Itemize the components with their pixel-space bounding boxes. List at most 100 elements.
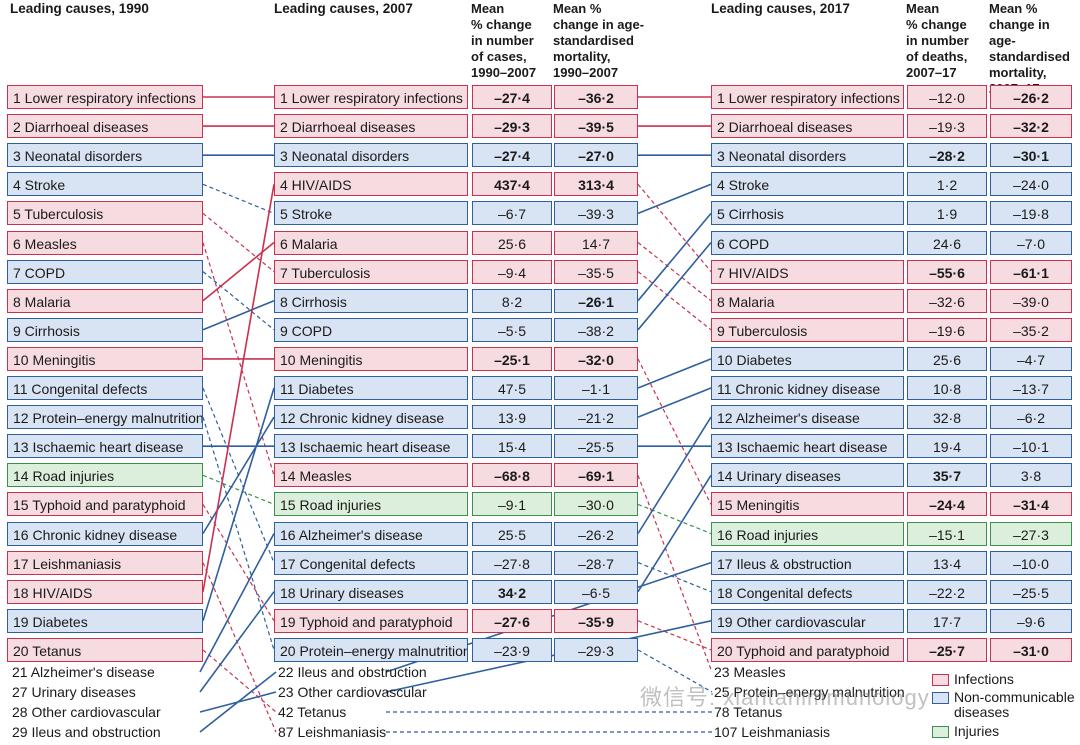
cases-change-value: 437·4 [472,172,552,197]
mortality-change-value: –35·5 [554,259,638,284]
deaths-change-value: 13·4 [907,550,987,575]
rank-connector-line [637,183,712,272]
cause-2017-row: 16 Road injuries [711,521,904,546]
deaths-change-value: 19·4 [907,434,987,459]
cause-2017-row: 2 Diarrhoeal diseases [711,114,904,139]
cause-1990-row: 14 Road injuries [7,463,203,488]
cases-change-value: –9·4 [472,259,552,284]
cases-change-value: 25·5 [472,521,552,546]
cause-1990-row: 3 Neonatal disorders [7,143,203,168]
header-mortality-change-1990-2007: Mean % change in age- standardised morta… [553,1,645,80]
rank-connector-line [202,183,275,214]
deaths-change-value: 17·7 [907,608,987,633]
cause-2007-row: 6 Malaria [274,230,468,255]
legend-infections: Infections [954,671,1014,687]
rank-connector-line [637,241,712,331]
legend-injuries-swatch [932,726,949,738]
cause-1990-row: 20 Tetanus [7,637,203,662]
cause-1990-row: 9 Cirrhosis [7,317,203,342]
rank-connector-line [637,474,712,593]
cause-1990-extra: 21 Alzheimer's disease [12,664,155,680]
cause-1990-row: 7 COPD [7,259,203,284]
cause-1990-row: 1 Lower respiratory infections [7,85,203,109]
cause-2007-row: 16 Alzheimer's disease [274,521,468,546]
cause-2007-row: 9 COPD [274,317,468,342]
cause-2007-extra: 23 Other cardiovascular [278,684,427,700]
mortality-change-value: –21·2 [554,405,638,430]
mortality-change-value: –32·0 [554,346,638,371]
mortality-change-value: –6·5 [554,579,638,604]
legend-injuries: Injuries [954,723,1000,739]
cases-change-value: –9·1 [472,492,552,517]
cause-2017-row: 18 Congenital defects [711,579,904,604]
header-2017: Leading causes, 2017 [711,1,850,16]
mortality-change-value: –7·0 [990,230,1072,255]
rank-connector-line [199,533,275,673]
deaths-change-value: –22·2 [907,579,987,604]
mortality-change-value: –39·3 [554,201,638,226]
cause-1990-row: 10 Meningitis [7,346,203,371]
mortality-change-value: 313·4 [554,172,638,197]
cause-1990-row: 11 Congenital defects [7,376,203,400]
cause-2017-row: 5 Cirrhosis [711,201,904,226]
cause-2007-row: 13 Ischaemic heart disease [274,434,468,459]
rank-connector-line [199,671,277,733]
rank-connector-line [637,358,712,389]
cause-2007-row: 8 Cirrhosis [274,288,468,313]
cause-2007-extra: 22 Ileus and obstruction [278,664,427,680]
legend-infections-swatch [932,674,949,686]
header-2007: Leading causes, 2007 [274,1,413,16]
cases-change-value: 8·2 [472,288,552,313]
cause-2017-extra: 107 Leishmaniasis [714,724,830,740]
deaths-change-value: –55·6 [907,259,987,284]
cause-2007-row: 10 Meningitis [274,346,468,371]
header-mortality-change-2007-2017: Mean % change in age- standardised morta… [989,1,1070,96]
mortality-change-value: –25·5 [990,579,1072,604]
mortality-change-value: –30·0 [554,492,638,517]
rank-connector-line [637,475,713,673]
mortality-change-value: –32·2 [990,114,1072,139]
cause-2007-row: 15 Road injuries [274,492,468,517]
cause-2007-row: 14 Measles [274,463,468,488]
cases-change-value: –6·7 [472,201,552,226]
mortality-change-value: –25·5 [554,434,638,459]
cause-1990-row: 18 HIV/AIDS [7,579,203,604]
deaths-change-value: –25·7 [907,637,987,662]
cause-2017-row: 10 Diabetes [711,346,904,371]
cause-1990-extra: 27 Urinary diseases [12,684,136,700]
rank-connector-line [202,416,275,651]
deaths-change-value: –12·0 [907,85,987,109]
mortality-change-value: –26·1 [554,288,638,313]
rank-connector-line [637,183,712,215]
cause-2017-extra: 23 Measles [714,664,786,680]
mortality-change-value: –6·2 [990,405,1072,430]
header-deaths-change: Mean % change in number of deaths, 2007–… [906,1,969,80]
header-1990: Leading causes, 1990 [10,1,149,16]
cause-2007-row: 2 Diarrhoeal diseases [274,114,468,139]
cause-2017-row: 15 Meningitis [711,492,904,517]
rank-connector-line [637,649,713,693]
cases-change-value: 34·2 [472,579,552,604]
deaths-change-value: –15·1 [907,521,987,546]
rank-connector-line [637,387,712,418]
cause-2007-row: 1 Lower respiratory infections [274,85,468,109]
rank-connector-line [202,649,277,713]
cause-1990-extra: 29 Ileus and obstruction [12,724,161,740]
cause-1990-row: 5 Tuberculosis [7,201,203,226]
deaths-change-value: 10·8 [907,376,987,400]
deaths-change-value: 32·8 [907,405,987,430]
header-cases-change: Mean % change in number of cases, 1990–2… [471,1,537,80]
cause-1990-row: 16 Chronic kidney disease [7,521,203,546]
mortality-change-value: –10·0 [990,550,1072,575]
cause-2017-row: 20 Typhoid and paratyphoid [711,637,904,662]
deaths-change-value: 1·2 [907,172,987,197]
deaths-change-value: –24·4 [907,492,987,517]
cause-2017-row: 11 Chronic kidney disease [711,376,904,400]
mortality-change-value: 14·7 [554,230,638,255]
rank-connector-line [202,212,275,273]
deaths-change-value: 35·7 [907,463,987,488]
rank-connector-line [637,620,712,651]
cause-2007-extra: 42 Tetanus [278,704,347,720]
mortality-change-value: –10·1 [990,434,1072,459]
cause-2017-row: 14 Urinary diseases [711,463,904,488]
